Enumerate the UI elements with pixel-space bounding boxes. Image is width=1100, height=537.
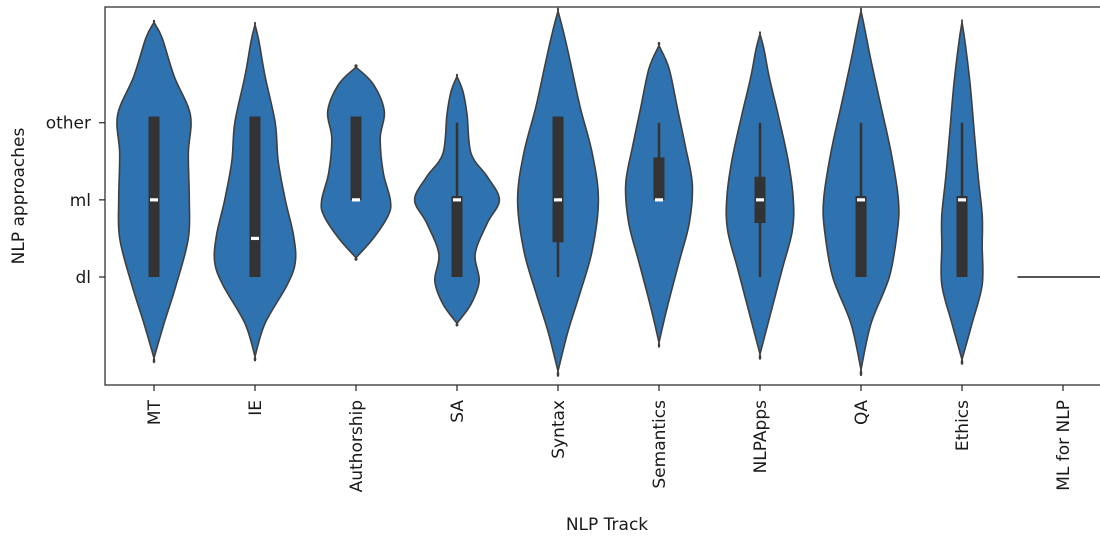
x-tick-label: MT: [145, 399, 165, 425]
x-axis-title: NLP Track: [566, 515, 648, 535]
iqr-box-syntax: [552, 116, 564, 243]
x-tick-label: QA: [852, 400, 872, 425]
x-tick-label: NLPApps: [751, 400, 771, 474]
median-syntax: [554, 198, 562, 202]
x-tick-label: Ethics: [953, 400, 973, 451]
iqr-box-qa: [855, 196, 867, 277]
plot-frame: [104, 6, 1100, 386]
y-tick-label: other: [46, 114, 91, 134]
y-tick-label: ml: [70, 191, 91, 211]
iqr-box-sa: [451, 196, 463, 277]
x-axis-ticks: MT IE Authorship SA Syntax Semantics NLPApps QA…: [145, 385, 1074, 492]
x-tick-label: Syntax: [549, 400, 569, 459]
iqr-box-authorship: [350, 116, 362, 200]
median-mt: [150, 198, 158, 202]
median-ethics: [958, 198, 966, 202]
median-sa: [453, 198, 461, 202]
y-tick-label: dl: [75, 268, 91, 288]
median-ie: [251, 236, 259, 241]
median-semantics: [655, 198, 663, 202]
median-qa: [857, 198, 865, 202]
median-nlpapps: [756, 198, 764, 202]
iqr-box-ethics: [956, 196, 968, 277]
iqr-box-mt: [148, 116, 160, 278]
iqr-box-semantics: [653, 157, 665, 200]
y-axis-title: NLP approaches: [9, 128, 29, 265]
violins-layer: [116, 7, 1100, 377]
x-tick-label: SA: [448, 400, 468, 423]
x-tick-label: IE: [246, 400, 266, 416]
median-authorship: [352, 198, 360, 202]
iqr-box-ie: [249, 116, 261, 278]
x-tick-label: ML for NLP: [1054, 400, 1074, 491]
x-tick-label: Semantics: [650, 400, 670, 489]
y-axis-ticks: other ml dl: [46, 114, 105, 288]
x-tick-label: Authorship: [347, 400, 367, 492]
